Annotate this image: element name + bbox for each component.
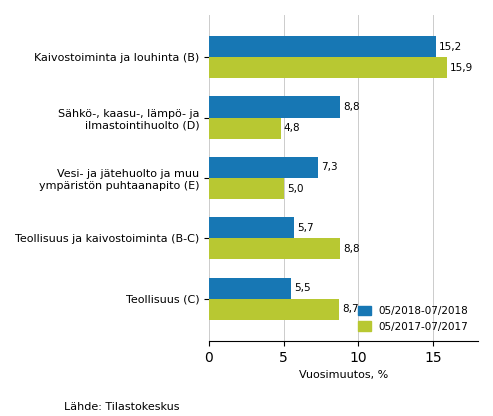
Text: Lähde: Tilastokeskus: Lähde: Tilastokeskus (64, 402, 179, 412)
Bar (209, 57, 447, 78)
Bar (209, 299, 339, 320)
Text: 7,3: 7,3 (321, 162, 338, 172)
Bar (209, 277, 291, 299)
Bar (209, 97, 341, 118)
Bar (209, 178, 283, 199)
Text: 8,7: 8,7 (342, 304, 358, 314)
Text: 5,5: 5,5 (294, 283, 311, 293)
Text: 15,2: 15,2 (439, 42, 462, 52)
Text: 5,0: 5,0 (287, 183, 303, 193)
Text: 8,8: 8,8 (344, 244, 360, 254)
Legend: 05/2018-07/2018, 05/2017-07/2017: 05/2018-07/2018, 05/2017-07/2017 (354, 302, 473, 336)
Text: 4,8: 4,8 (283, 123, 300, 133)
X-axis label: Vuosimuutos, %: Vuosimuutos, % (299, 370, 388, 380)
Bar (209, 118, 281, 139)
Bar (209, 217, 294, 238)
Text: 8,8: 8,8 (344, 102, 360, 112)
Bar (209, 36, 436, 57)
Bar (209, 238, 341, 260)
Text: 5,7: 5,7 (297, 223, 314, 233)
Text: 15,9: 15,9 (450, 63, 473, 73)
Bar (209, 157, 318, 178)
